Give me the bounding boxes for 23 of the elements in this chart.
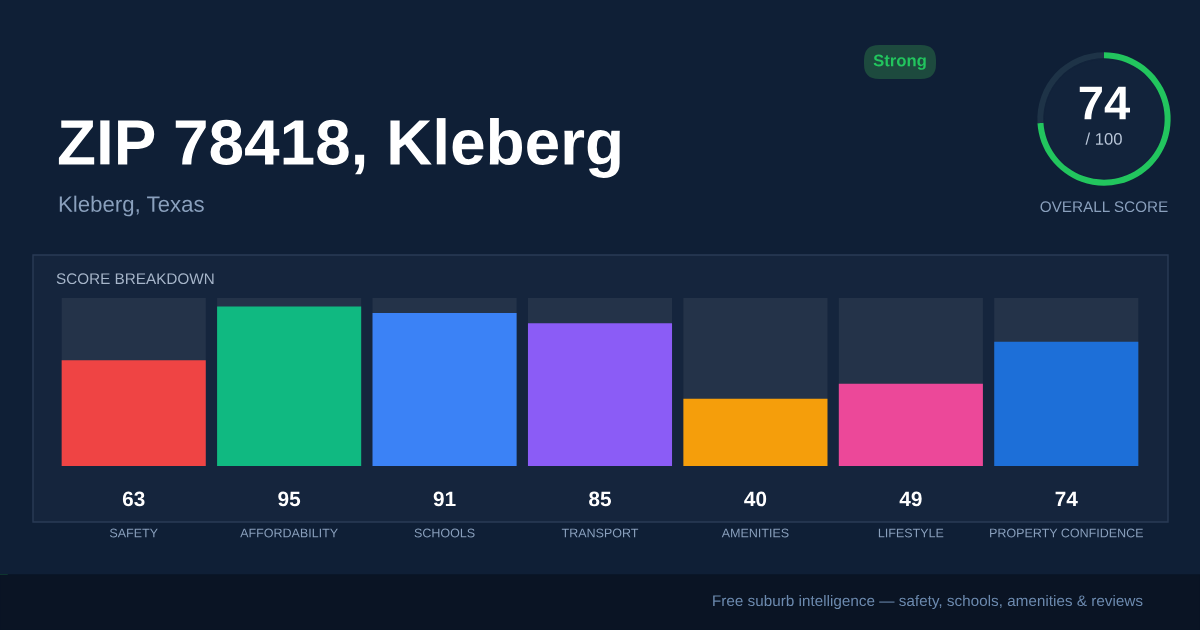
data-label: 74 <box>1055 491 1078 507</box>
x-tick-label: AMENITIES <box>721 528 789 538</box>
text: ZIP 78418, Kleberg <box>58 118 620 178</box>
data-label: 49 <box>899 491 922 507</box>
text: Strong <box>873 54 926 70</box>
text: OVERALL SCORE <box>1040 201 1168 213</box>
text: 74 <box>1079 86 1131 120</box>
text: Free suburb intelligence — safety, schools, amenities & reviews <box>713 594 1143 610</box>
data-label: 63 <box>122 491 145 507</box>
x-tick-label: AFFORDABILITY <box>240 528 338 538</box>
data-label: 91 <box>433 491 456 507</box>
data-label: 95 <box>278 491 301 507</box>
data-label: 40 <box>744 491 767 507</box>
x-tick-label: SAFETY <box>109 528 158 538</box>
x-tick-label: TRANSPORT <box>561 528 639 538</box>
text: Kleberg, Texas <box>59 195 204 217</box>
x-tick-label: SCHOOLS <box>414 528 475 538</box>
text: / 100 <box>1085 132 1122 145</box>
x-tick-label: PROPERTY CONFIDENCE <box>990 528 1143 538</box>
donut-slice <box>1037 52 1171 186</box>
data-label: 85 <box>589 491 612 507</box>
chart-title: SCORE BREAKDOWN <box>56 273 214 285</box>
x-tick-label: LIFESTYLE <box>878 528 944 538</box>
